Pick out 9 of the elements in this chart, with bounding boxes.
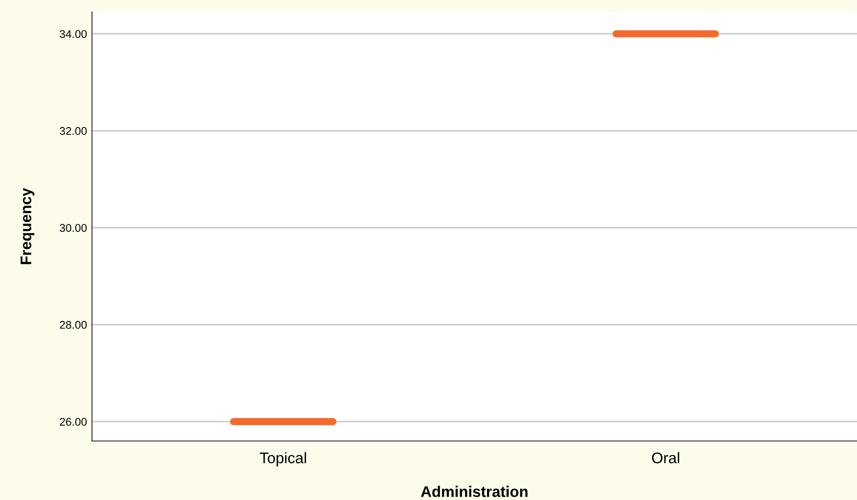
y-tick-label: 34.00 [60, 30, 87, 38]
x-tick-label: Topical [260, 452, 306, 466]
y-tick-label: 28.00 [60, 320, 87, 329]
y-tick-label: 30.00 [60, 224, 87, 232]
y-tick-label: 32.00 [60, 127, 87, 135]
x-axis-title: Administration [420, 486, 528, 498]
y-tick-label: 26.00 [60, 418, 87, 426]
y-axis-title: Frequency [20, 188, 34, 264]
x-tick-label: Oral [652, 452, 680, 464]
